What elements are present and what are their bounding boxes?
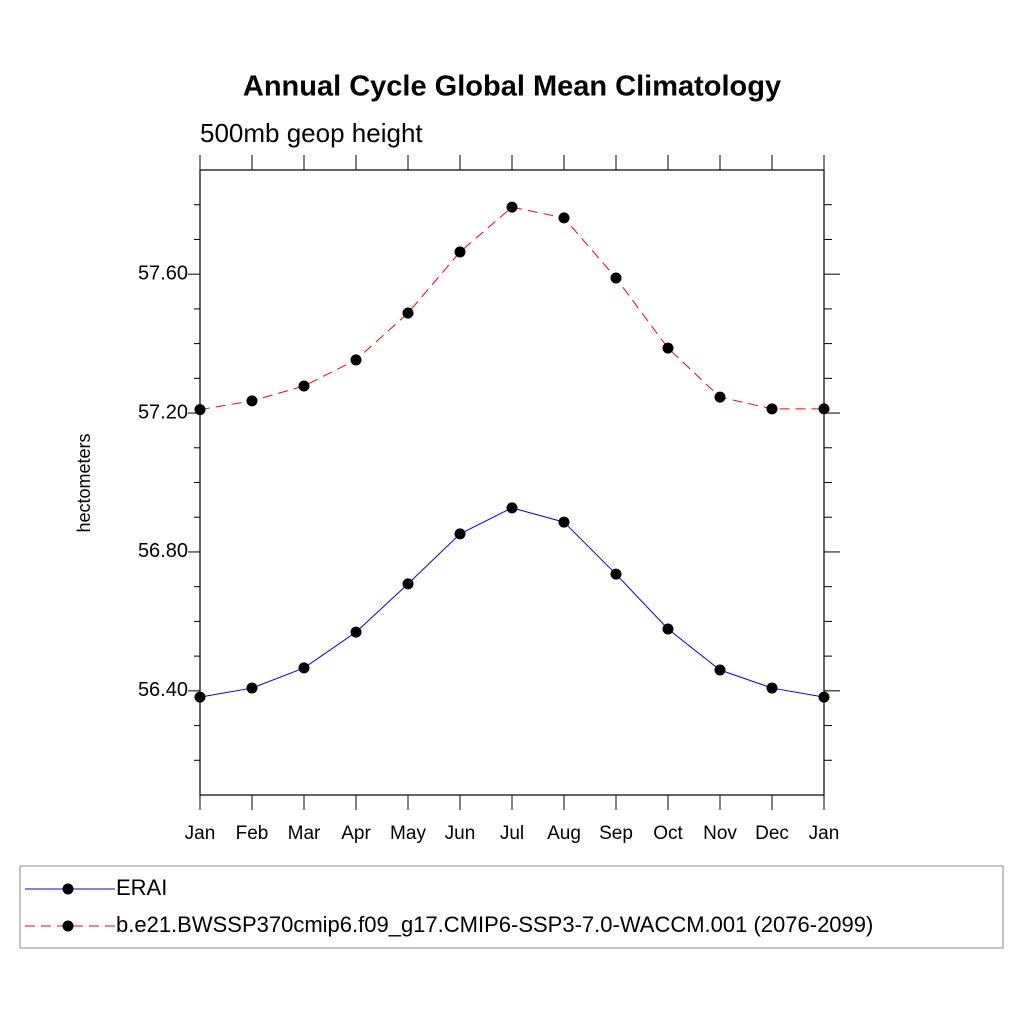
x-tick-label: Dec xyxy=(755,823,789,844)
x-tick-label: Jan xyxy=(185,823,216,844)
legend-marker xyxy=(62,883,74,895)
data-point xyxy=(454,528,466,540)
y-tick-label: 56.40 xyxy=(138,679,188,701)
data-point xyxy=(246,395,258,407)
x-tick-label: Mar xyxy=(288,823,321,844)
y-tick-label: 56.80 xyxy=(138,540,188,562)
data-point xyxy=(194,404,206,416)
data-point xyxy=(402,578,414,590)
data-point xyxy=(818,403,830,415)
chart-subtitle: 500mb geop height xyxy=(200,118,423,148)
series-line xyxy=(199,206,824,411)
data-point xyxy=(194,691,206,703)
chart-title: Annual Cycle Global Mean Climatology xyxy=(243,71,781,103)
x-tick-label: Jan xyxy=(809,823,840,844)
data-point xyxy=(610,568,622,580)
data-point xyxy=(662,623,674,635)
data-point xyxy=(298,380,310,392)
data-point xyxy=(506,502,518,514)
x-tick-label: Jun xyxy=(445,823,476,844)
data-point xyxy=(818,691,830,703)
y-tick-label: 57.20 xyxy=(138,401,188,423)
y-tick-label: 57.60 xyxy=(138,262,188,284)
data-point xyxy=(766,682,778,694)
data-point xyxy=(350,626,362,638)
x-tick-label: Nov xyxy=(703,823,737,844)
x-tick-label: May xyxy=(390,823,426,844)
data-point xyxy=(454,246,466,258)
series-line xyxy=(199,507,825,698)
data-point xyxy=(350,354,362,366)
data-point xyxy=(298,662,310,674)
data-point xyxy=(506,201,518,213)
x-tick-label: Jul xyxy=(500,823,524,844)
data-point xyxy=(662,342,674,354)
x-tick-label: Oct xyxy=(653,823,683,844)
y-axis-label: hectometers xyxy=(74,433,94,532)
legend-label: b.e21.BWSSP370cmip6.f09_g17.CMIP6-SSP3-7… xyxy=(116,912,873,937)
data-point xyxy=(402,307,414,319)
data-point xyxy=(766,403,778,415)
data-point xyxy=(714,664,726,676)
data-point xyxy=(246,682,258,694)
x-tick-label: Sep xyxy=(599,823,633,844)
data-point xyxy=(714,391,726,403)
legend-marker xyxy=(62,920,74,932)
data-point xyxy=(558,212,570,224)
x-tick-label: Apr xyxy=(341,823,371,844)
plot-frame xyxy=(199,169,825,796)
data-point xyxy=(558,516,570,528)
legend-label: ERAI xyxy=(116,875,167,900)
x-tick-label: Aug xyxy=(547,823,581,844)
legend-box xyxy=(19,865,1004,949)
data-point xyxy=(610,272,622,284)
x-tick-label: Feb xyxy=(236,823,269,844)
